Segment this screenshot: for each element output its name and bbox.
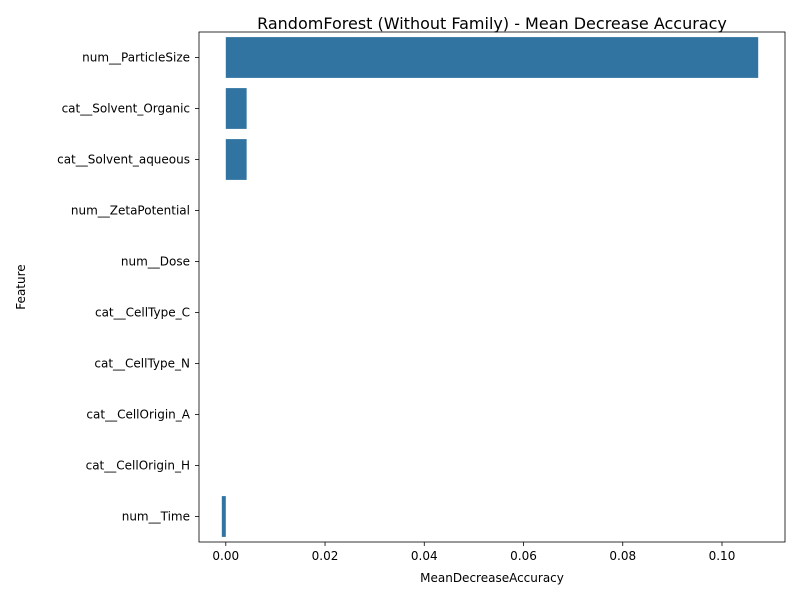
y-ticks-group: num__ParticleSize cat__Solvent_Organiccat… — [57, 51, 199, 524]
y-tick-label: cat__Solvent_aqueous — [57, 153, 190, 167]
x-tick-label: 0.06 — [510, 549, 537, 563]
y-tick-label: cat__Solvent_Organic — [62, 102, 190, 116]
bar-num__ParticleSize — [225, 37, 759, 78]
y-tick-label: num__ZetaPotential — [71, 204, 190, 218]
x-axis-label: MeanDecreaseAccuracy — [420, 571, 564, 585]
bar-cat__Solvent_Organic — [225, 88, 247, 129]
y-tick-label: num__ParticleSize — [82, 51, 190, 65]
x-ticks-group: 0.00 0.02 0.04 0.06 0.08 0.10 — [212, 542, 735, 563]
bar-cat__Solvent_aqueous — [225, 139, 247, 180]
x-tick-label: 0.08 — [609, 549, 636, 563]
bar-num__Time — [221, 496, 226, 537]
y-tick-label: cat__CellType_N — [94, 357, 190, 371]
y-tick-label: num__Dose — [121, 255, 190, 269]
x-tick-label: 0.00 — [212, 549, 239, 563]
y-tick-label: cat__CellOrigin_A — [86, 408, 190, 422]
chart-title: RandomForest (Without Family) - Mean Dec… — [257, 14, 727, 33]
x-tick-label: 0.10 — [709, 549, 736, 563]
y-tick-label: cat__CellOrigin_H — [86, 459, 190, 473]
x-tick-label: 0.02 — [312, 549, 339, 563]
plot-frame — [198, 31, 786, 543]
y-axis-label: Feature — [14, 264, 28, 309]
x-tick-label: 0.04 — [411, 549, 438, 563]
y-tick-label: cat__CellType_C — [95, 306, 190, 320]
bars-group — [221, 37, 759, 537]
y-tick-label: num__Time — [122, 510, 190, 524]
